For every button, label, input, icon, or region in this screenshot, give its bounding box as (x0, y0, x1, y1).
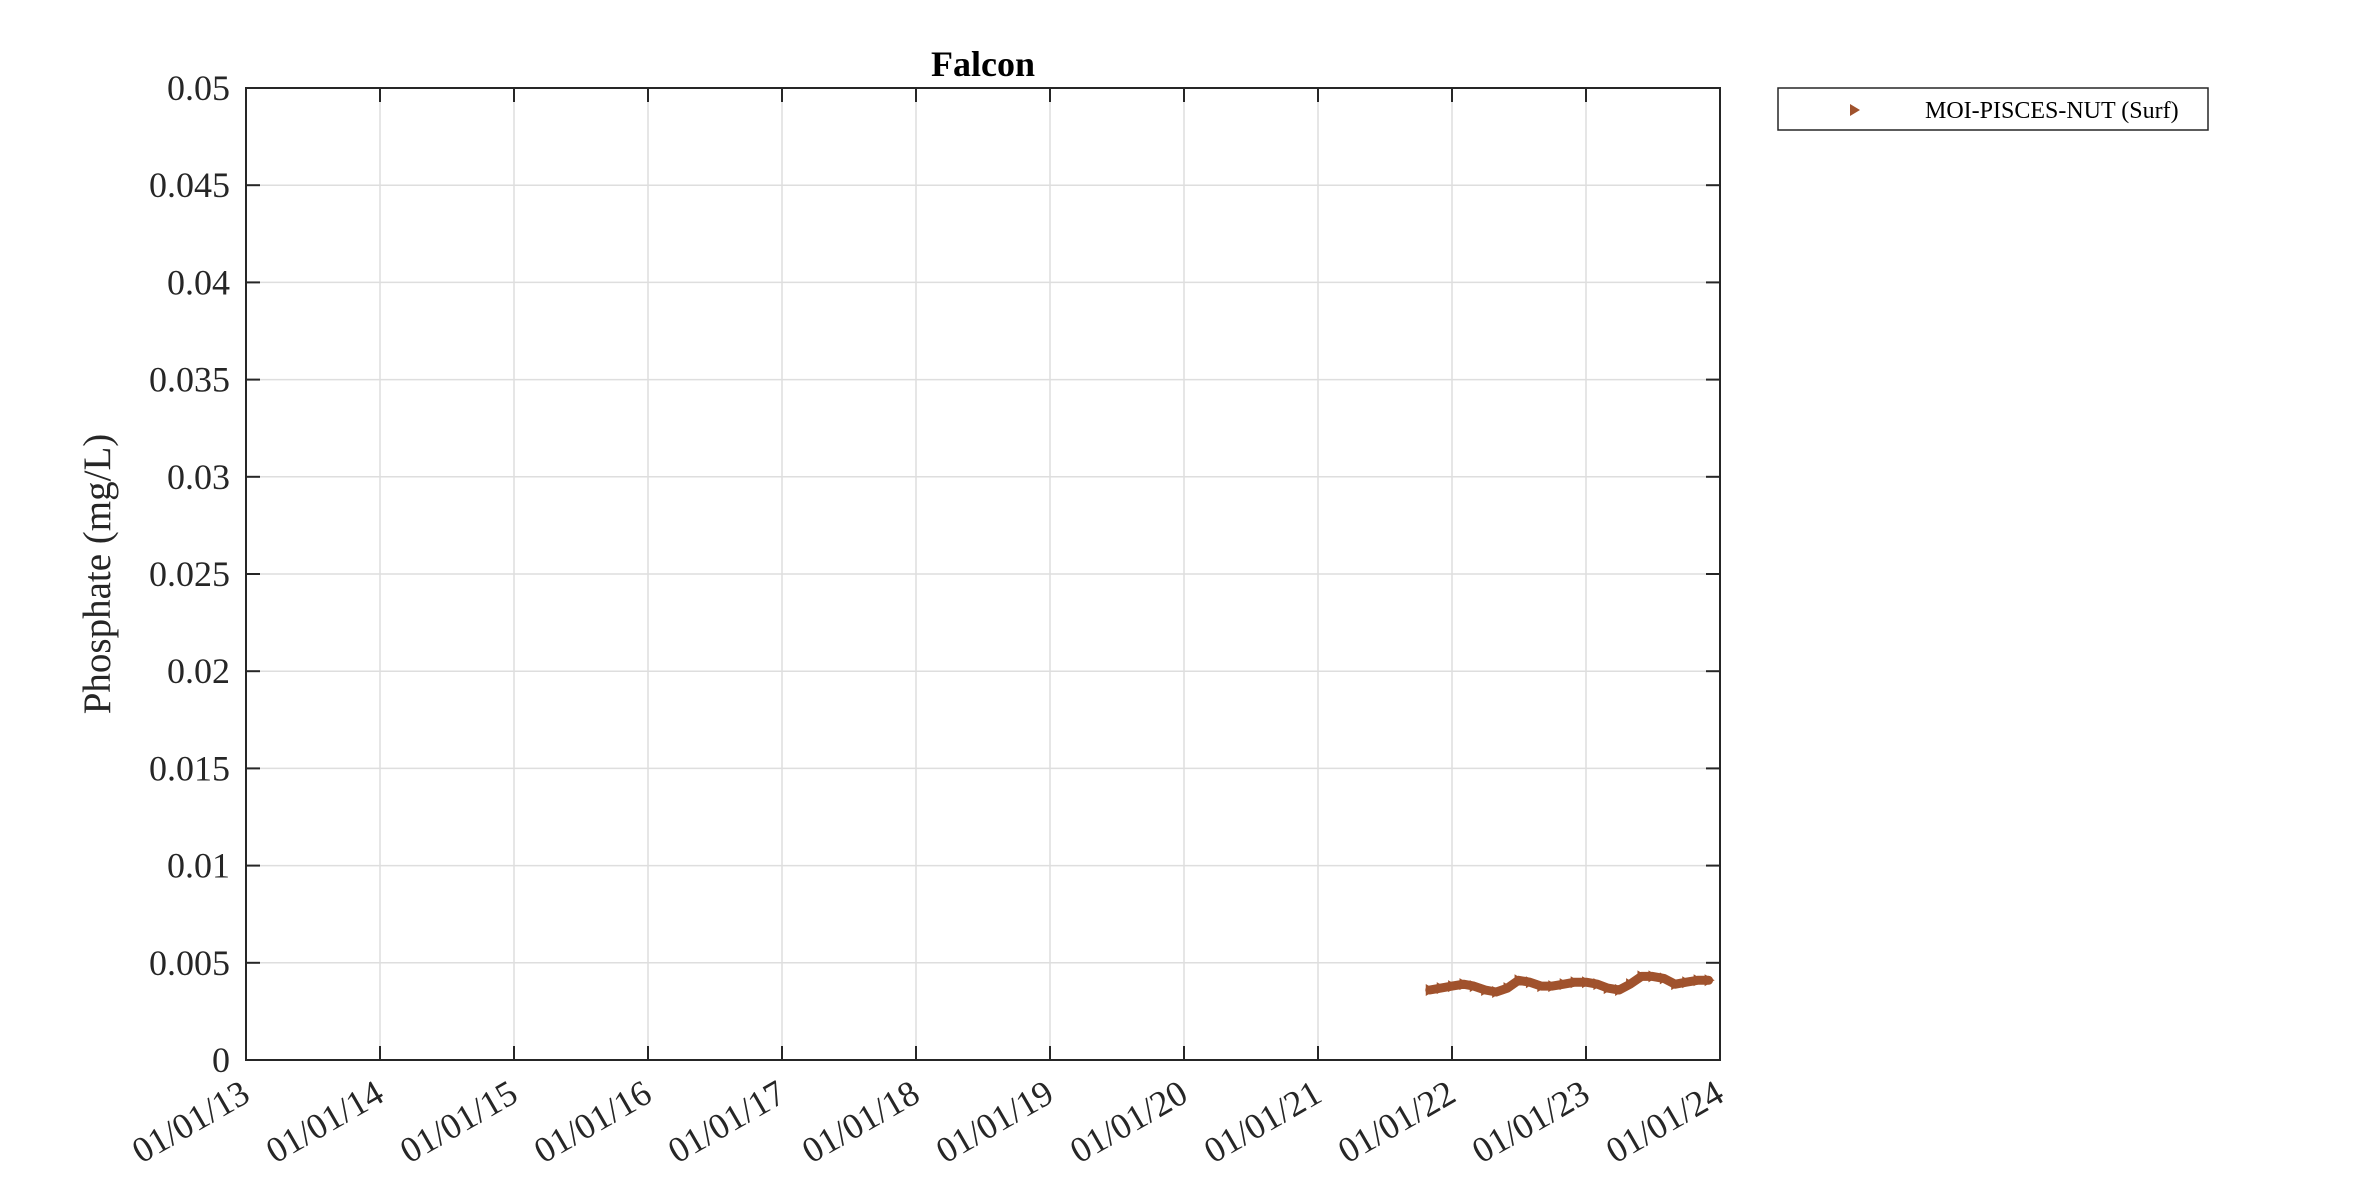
data-point (1648, 970, 1659, 983)
data-point (1425, 984, 1436, 997)
y-tick-label: 0 (212, 1040, 230, 1080)
x-tick-label: 01/01/21 (1197, 1072, 1328, 1171)
x-tick-label: 01/01/23 (1465, 1072, 1596, 1171)
data-point (1603, 982, 1614, 995)
x-tick-label: 01/01/20 (1063, 1072, 1194, 1171)
data-point (1693, 974, 1704, 987)
y-tick-label: 0.03 (167, 457, 230, 497)
series-layer (1425, 970, 1715, 998)
x-tick-label: 01/01/15 (393, 1072, 524, 1171)
data-point (1626, 978, 1637, 991)
legend-marker-icon (1850, 104, 1860, 116)
data-point (1469, 980, 1480, 993)
data-point (1459, 978, 1470, 991)
x-tick-label: 01/01/24 (1599, 1072, 1730, 1171)
data-point (1525, 976, 1536, 989)
legend-box (1777, 87, 2209, 131)
x-tick-label: 01/01/17 (661, 1072, 792, 1171)
data-point (1481, 984, 1492, 997)
y-axis: 0 0.005 0.01 0.015 0.02 0.025 0.03 0.035 0.04 0.0… (149, 68, 1720, 1080)
x-tick-label: 01/01/13 (125, 1072, 256, 1171)
data-point (1637, 970, 1648, 983)
x-tick-label: 01/01/19 (929, 1072, 1060, 1171)
chart-title: Falcon (931, 44, 1035, 84)
data-point (1582, 976, 1593, 989)
data-point (1448, 980, 1459, 993)
y-tick-label: 0.015 (149, 748, 230, 788)
data-point (1671, 978, 1682, 991)
y-tick-label: 0.04 (167, 262, 230, 302)
data-point (1436, 982, 1447, 995)
data-point (1593, 978, 1604, 991)
x-tick-label: 01/01/14 (259, 1072, 390, 1171)
data-point (1659, 972, 1670, 985)
legend-entry: MOI-PISCES-NUT (Surf) (1925, 98, 2179, 124)
x-axis: 01/01/13 01/01/14 01/01/15 01/01/16 01/01/17… (125, 88, 1730, 1171)
x-tick-label: 01/01/22 (1331, 1072, 1462, 1171)
data-point (1537, 980, 1548, 993)
data-point (1704, 974, 1715, 987)
data-point (1615, 984, 1626, 997)
data-point (1559, 978, 1570, 991)
y-axis-label: Phosphate (mg/L) (76, 434, 119, 715)
x-tick-label: 01/01/18 (795, 1072, 926, 1171)
data-point (1514, 974, 1525, 987)
y-tick-label: 0.005 (149, 943, 230, 983)
y-tick-label: 0.035 (149, 360, 230, 400)
y-tick-label: 0.01 (167, 846, 230, 886)
data-point (1570, 976, 1581, 989)
y-tick-label: 0.02 (167, 651, 230, 691)
data-point (1682, 976, 1693, 989)
data-point (1492, 985, 1503, 998)
legend: MOI-PISCES-NUT (Surf) (1777, 87, 2209, 131)
grid (245, 87, 1721, 1061)
data-point (1548, 980, 1559, 993)
y-tick-label: 0.05 (167, 68, 230, 108)
y-tick-label: 0.025 (149, 554, 230, 594)
x-tick-label: 01/01/16 (527, 1072, 658, 1171)
y-tick-label: 0.045 (149, 165, 230, 205)
data-point (1503, 982, 1514, 995)
